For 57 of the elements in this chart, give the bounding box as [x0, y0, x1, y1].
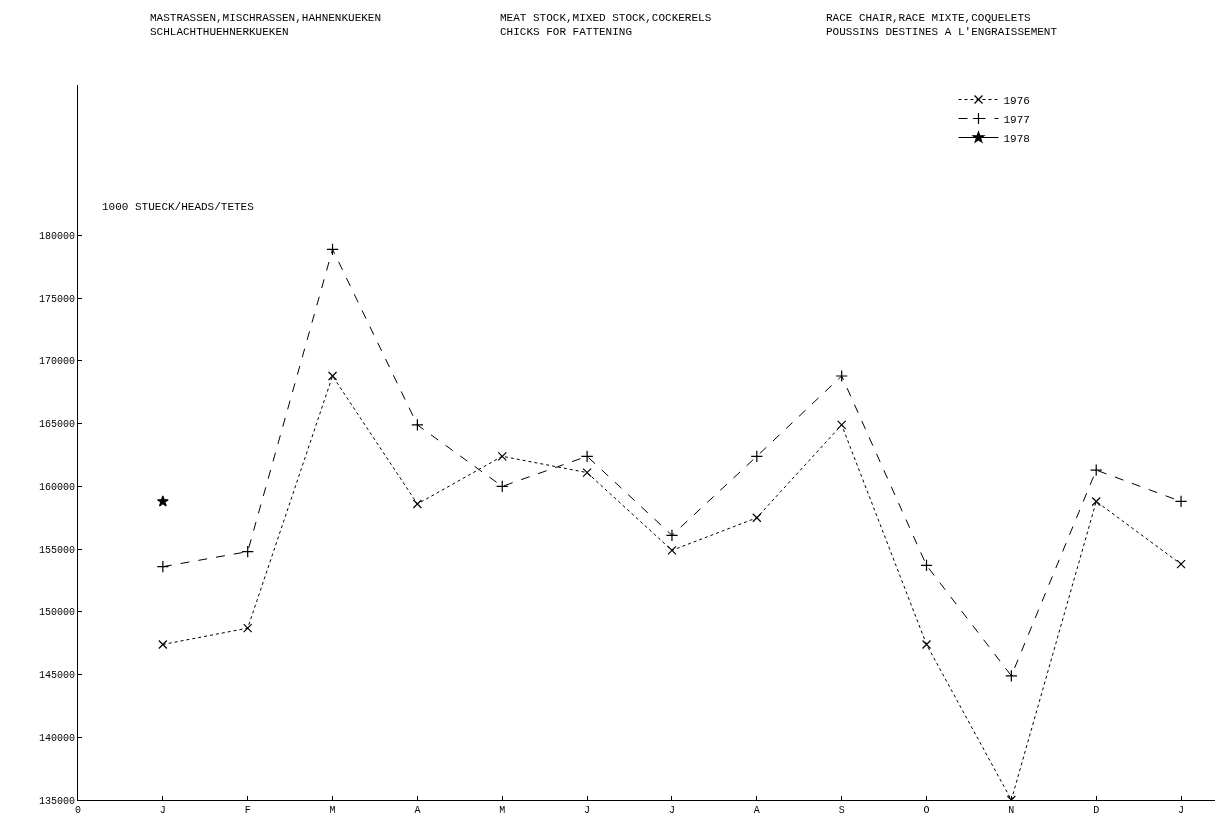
legend-label: 1978: [1003, 132, 1030, 145]
chart-subtitle: MEAT STOCK,MIXED STOCK,COCKERELS CHICKS FOR FATTENING: [500, 12, 712, 39]
x-tick-label: D: [1093, 805, 1100, 816]
x-tick-label: M: [499, 805, 506, 816]
x-tick-label: J: [1178, 805, 1185, 816]
y-tick-label: 160000: [38, 481, 75, 493]
y-tick-label: 140000: [38, 732, 75, 744]
point: [835, 369, 848, 383]
y-tick-label: 180000: [38, 231, 75, 243]
x-tick-label: J: [584, 805, 591, 816]
text: RACE CHAIR,RACE MIXTE,COQUELETS POUSSINS DESTINES A L'ENGRAISSEMENT: [826, 12, 1058, 39]
point: [158, 639, 168, 650]
point: [837, 420, 847, 430]
y-axis-title: 1000 STUECK/HEADS/TETES: [102, 201, 255, 213]
x-tick-label: J: [159, 805, 166, 816]
y-tick-label: 175000: [38, 293, 75, 305]
point: [750, 450, 764, 463]
y-tick-label: 170000: [38, 356, 75, 368]
point: [752, 513, 762, 523]
point: [1174, 495, 1188, 508]
point: [1176, 559, 1186, 569]
x-tick-label: S: [838, 805, 845, 816]
point: [582, 468, 592, 478]
chart-title: MASTRASSEN,MISCHRASSEN,HAHNENKUEKEN SCHLACHTHUEHNERKUEKEN: [150, 12, 382, 39]
point: [411, 418, 424, 432]
point: [156, 560, 170, 573]
x-tick-label: O: [923, 805, 930, 816]
point: [1091, 496, 1101, 507]
x-tick-label: J: [668, 805, 675, 816]
point: [412, 499, 422, 509]
legend-label: 1977: [1003, 113, 1030, 126]
y-tick-label: 165000: [38, 419, 75, 431]
point: [580, 450, 594, 463]
point: [1090, 463, 1103, 477]
point: [327, 371, 338, 381]
point: [497, 451, 507, 461]
point: [667, 545, 677, 555]
point: [243, 623, 253, 633]
y-tick-label: 135000: [38, 795, 75, 807]
y-tick-label: 145000: [38, 670, 75, 682]
point: [241, 545, 254, 558]
point: [1005, 669, 1018, 683]
x-tick-label: N: [1008, 805, 1015, 816]
point: [326, 243, 339, 256]
x-tick-label: A: [753, 805, 760, 816]
point: [665, 529, 679, 542]
point: [921, 639, 932, 650]
point: [156, 495, 169, 507]
point: [920, 559, 933, 572]
legend-label: 1976: [1003, 94, 1030, 107]
x-tick-label: 0: [74, 805, 82, 816]
x-tick-label: M: [329, 805, 336, 816]
y-tick-label: 150000: [38, 607, 75, 619]
point: [496, 480, 509, 493]
x-tick-label: F: [244, 805, 251, 816]
y-tick-label: 155000: [38, 544, 75, 556]
x-tick-label: A: [414, 805, 421, 816]
